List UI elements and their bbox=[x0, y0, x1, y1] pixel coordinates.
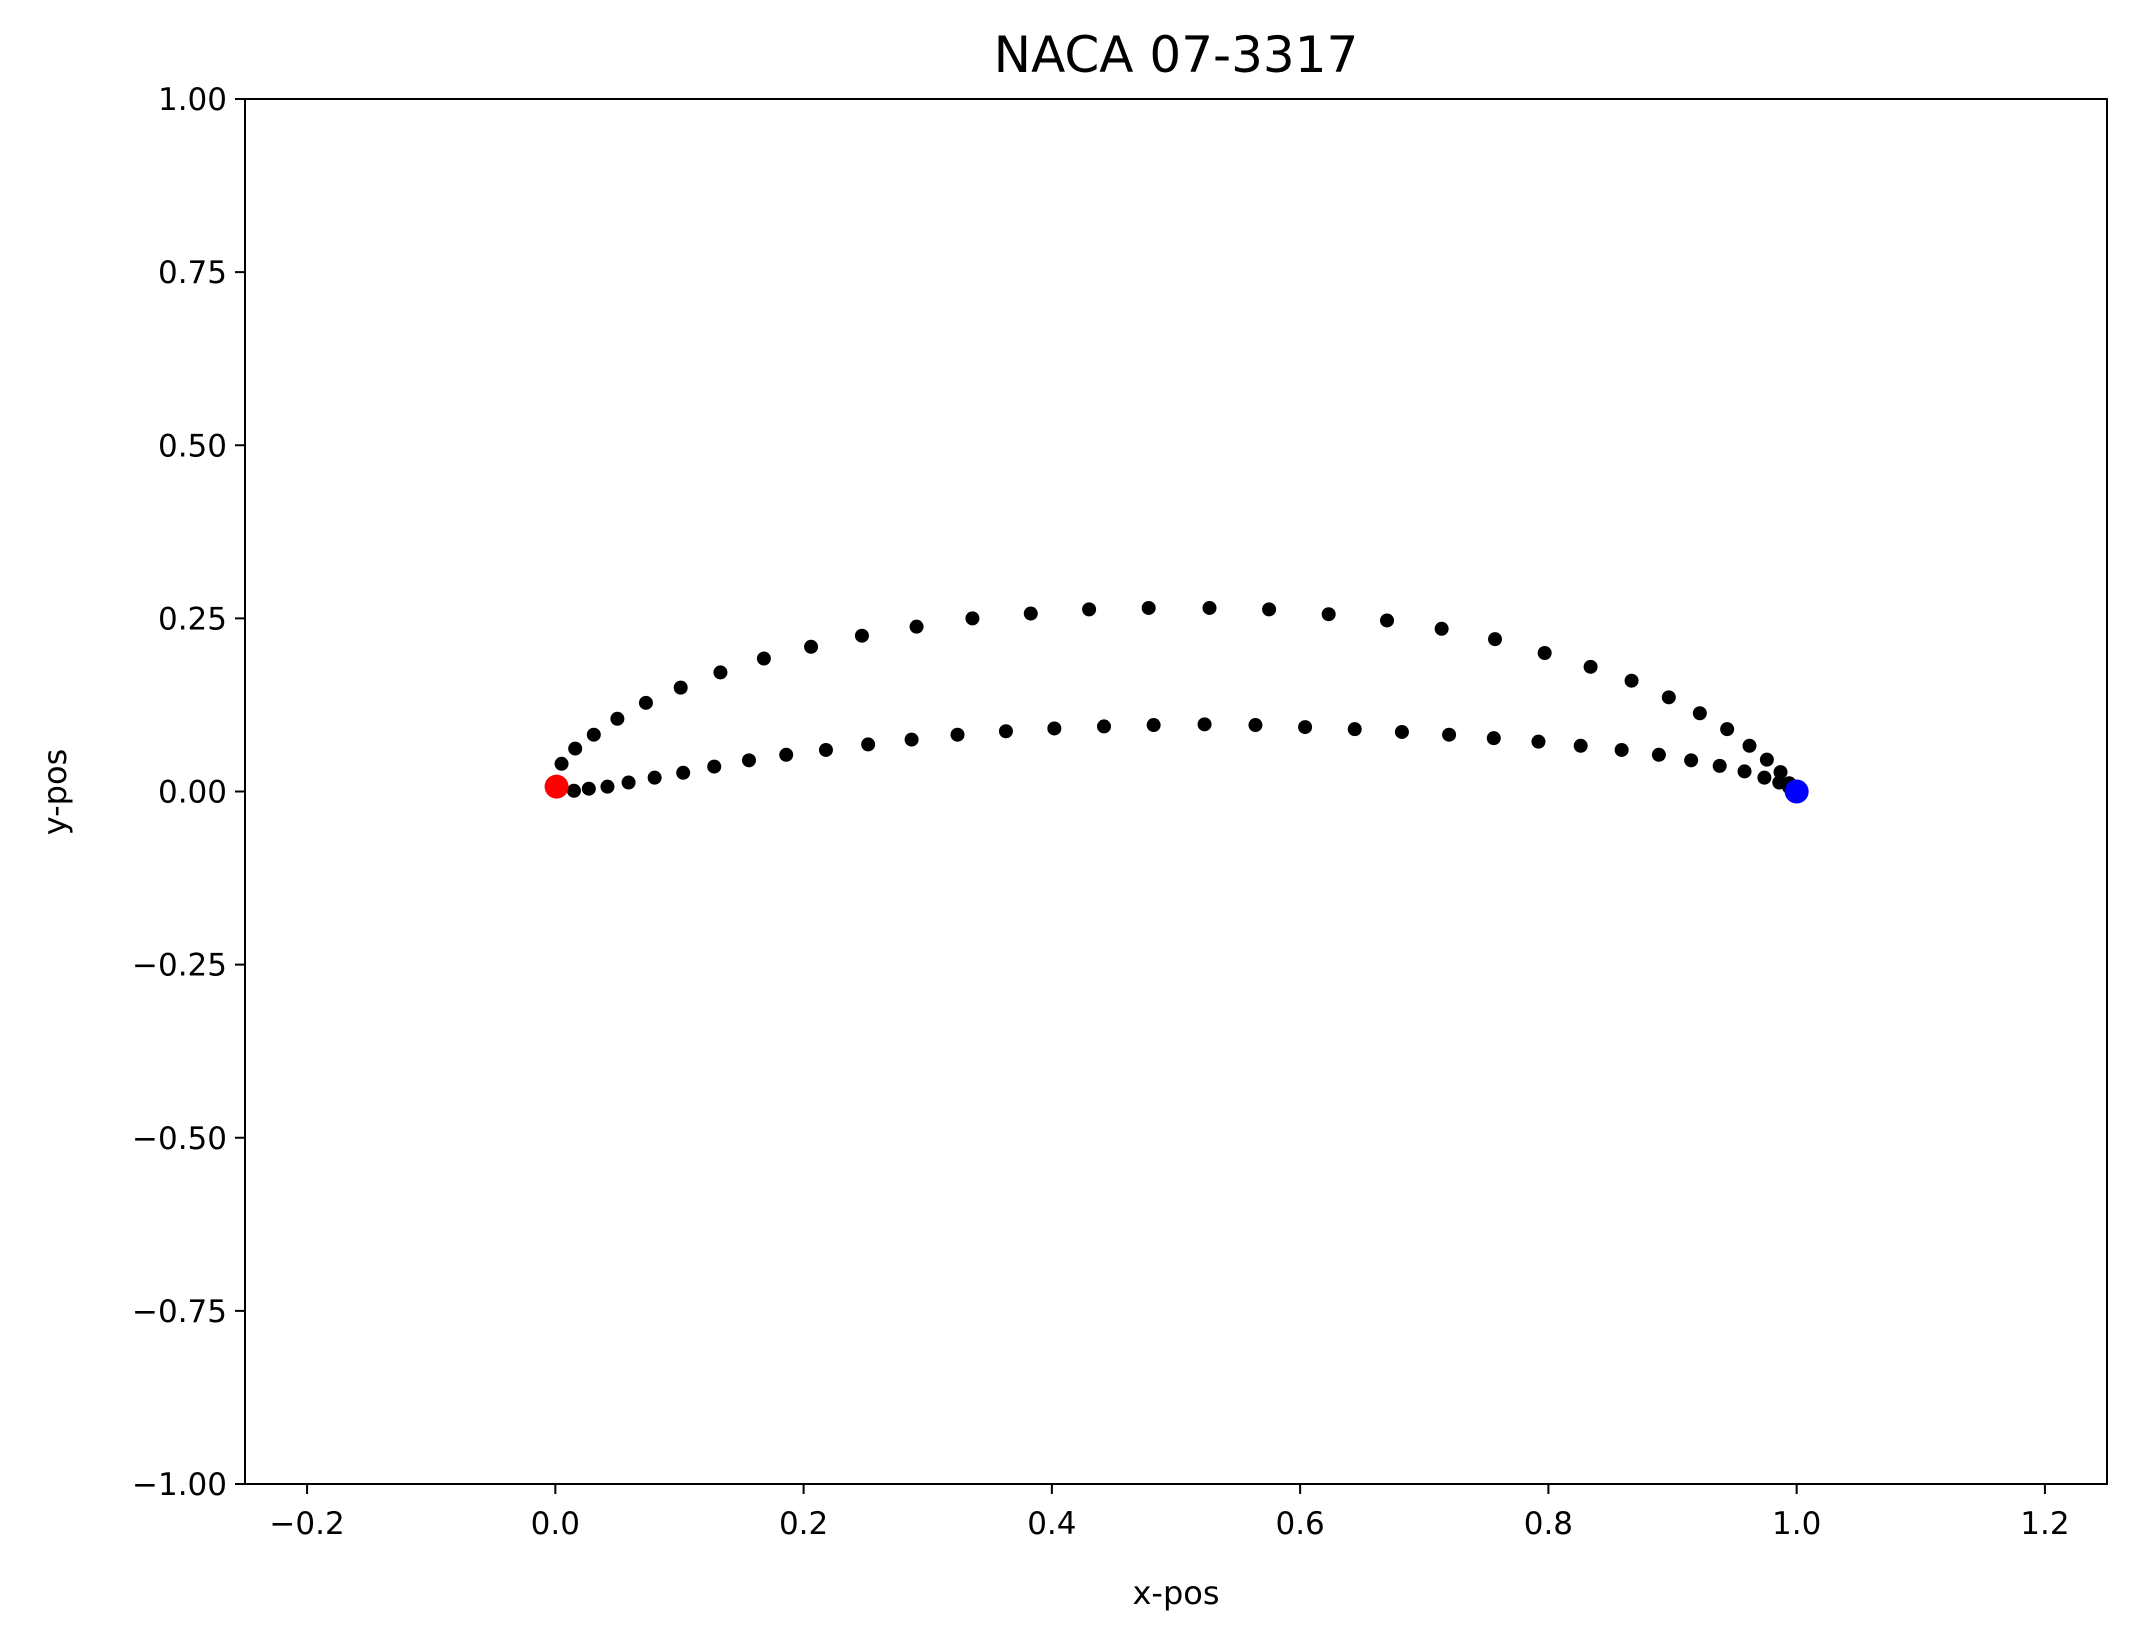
airfoil-point bbox=[779, 747, 794, 762]
x-axis-ticks: −0.2 0.0 0.2 0.4 0.6 0.8 1.0 1.2 bbox=[269, 1484, 2070, 1542]
airfoil-point bbox=[1202, 600, 1217, 615]
airfoil-point bbox=[621, 775, 636, 790]
airfoil-point bbox=[854, 628, 869, 643]
airfoil-point bbox=[965, 611, 980, 626]
airfoil-point bbox=[804, 639, 819, 654]
airfoil-point bbox=[1692, 706, 1707, 721]
airfoil-point bbox=[1321, 607, 1336, 622]
data-markers bbox=[544, 600, 1809, 804]
airfoil-point bbox=[1023, 606, 1038, 621]
airfoil-point bbox=[1394, 724, 1409, 739]
airfoil-point bbox=[673, 680, 688, 695]
airfoil-point bbox=[1651, 747, 1666, 762]
airfoil-point bbox=[581, 781, 596, 796]
airfoil-point bbox=[1146, 718, 1161, 733]
x-tick-label: 0.4 bbox=[1027, 1506, 1076, 1542]
x-axis-label: x-pos bbox=[1132, 1574, 1219, 1612]
airfoil-point bbox=[1097, 719, 1112, 734]
airfoil-point bbox=[1248, 718, 1263, 733]
y-axis-label: y-pos bbox=[36, 749, 74, 835]
airfoil-point bbox=[1583, 659, 1598, 674]
x-tick-label: 0.2 bbox=[779, 1506, 828, 1542]
airfoil-point bbox=[1684, 753, 1699, 768]
airfoil-point bbox=[1742, 738, 1757, 753]
y-axis-ticks: −1.00 −0.75 −0.50 −0.25 0.00 0.25 0.50 0.75 1.00 bbox=[132, 82, 245, 1503]
airfoil-point bbox=[818, 742, 833, 757]
x-tick-label: 0.8 bbox=[1524, 1506, 1573, 1542]
y-tick-label: −0.25 bbox=[132, 948, 227, 984]
airfoil-point bbox=[909, 619, 924, 634]
y-tick-label: 0.25 bbox=[158, 601, 227, 637]
airfoil-point bbox=[1712, 758, 1727, 773]
airfoil-point bbox=[1047, 721, 1062, 736]
y-tick-label: 0.50 bbox=[158, 428, 227, 464]
airfoil-point bbox=[586, 727, 601, 742]
airfoil-point bbox=[1624, 673, 1639, 688]
airfoil-point bbox=[1082, 602, 1097, 617]
airfoil-point bbox=[1197, 717, 1212, 732]
x-tick-label: 1.0 bbox=[1772, 1506, 1821, 1542]
airfoil-point bbox=[1298, 720, 1313, 735]
airfoil-point bbox=[756, 651, 771, 666]
airfoil-point bbox=[676, 765, 691, 780]
airfoil-point bbox=[861, 737, 876, 752]
airfoil-point bbox=[1434, 621, 1449, 636]
airfoil-point bbox=[554, 756, 569, 771]
airfoil-point bbox=[1759, 752, 1774, 767]
airfoil-point bbox=[1537, 646, 1552, 660]
x-tick-label: 0.0 bbox=[531, 1506, 580, 1542]
airfoil-point bbox=[950, 727, 965, 742]
airfoil-point bbox=[1757, 770, 1772, 785]
airfoil-point bbox=[1141, 600, 1156, 615]
y-tick-label: −1.00 bbox=[132, 1467, 227, 1503]
x-tick-label: 1.2 bbox=[2020, 1506, 2069, 1542]
airfoil-point bbox=[713, 665, 728, 680]
airfoil-point bbox=[568, 741, 583, 756]
airfoil-point bbox=[1773, 765, 1788, 780]
airfoil-point bbox=[1262, 602, 1277, 617]
airfoil-point bbox=[600, 779, 615, 794]
chart-title: NACA 07-3317 bbox=[994, 26, 1359, 84]
y-tick-label: 1.00 bbox=[158, 82, 227, 118]
airfoil-point bbox=[904, 732, 919, 747]
airfoil-point bbox=[1442, 727, 1457, 742]
airfoil-point bbox=[1380, 613, 1395, 628]
airfoil-point bbox=[1573, 738, 1588, 753]
airfoil-point bbox=[1661, 690, 1676, 705]
airfoil-point bbox=[638, 695, 653, 710]
airfoil-point bbox=[998, 724, 1013, 739]
x-tick-label: −0.2 bbox=[269, 1506, 344, 1542]
airfoil-point bbox=[1614, 742, 1629, 757]
y-tick-label: 0.75 bbox=[158, 255, 227, 291]
y-tick-label: −0.50 bbox=[132, 1121, 227, 1157]
trailing-edge-point bbox=[1784, 779, 1809, 804]
x-tick-label: 0.6 bbox=[1275, 1506, 1324, 1542]
airfoil-point bbox=[610, 711, 625, 726]
airfoil-point bbox=[1488, 632, 1503, 647]
airfoil-point bbox=[647, 770, 662, 785]
airfoil-point bbox=[1486, 731, 1501, 746]
airfoil-point bbox=[1347, 722, 1362, 737]
airfoil-point bbox=[741, 753, 756, 768]
leading-edge-point bbox=[544, 774, 569, 799]
y-tick-label: −0.75 bbox=[132, 1294, 227, 1330]
airfoil-point bbox=[1737, 764, 1752, 779]
airfoil-point bbox=[1720, 722, 1735, 737]
y-tick-label: 0.00 bbox=[158, 775, 227, 811]
airfoil-point bbox=[1531, 734, 1546, 749]
airfoil-point bbox=[707, 759, 722, 774]
airfoil-point bbox=[566, 783, 581, 798]
